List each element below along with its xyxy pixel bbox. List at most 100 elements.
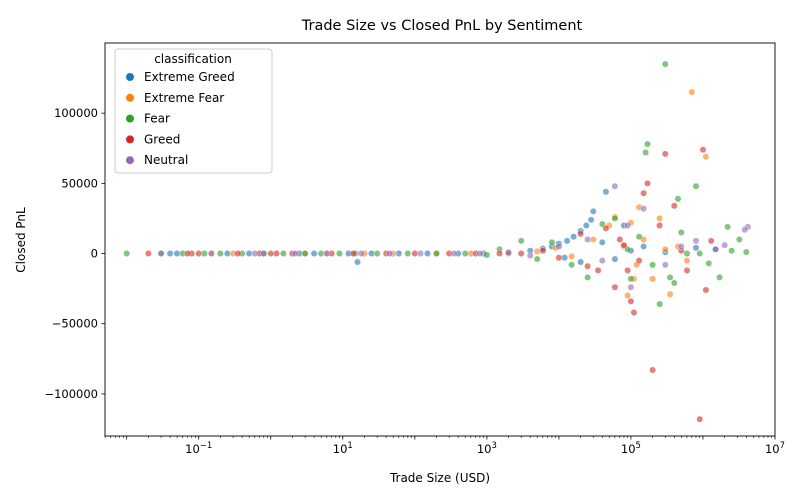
data-point: [200, 250, 208, 257]
data-point: [577, 258, 585, 266]
data-point: [712, 245, 720, 253]
data-point: [195, 250, 203, 257]
data-point: [584, 273, 592, 281]
data-point: [677, 243, 685, 250]
data-point: [395, 250, 403, 257]
data-point: [699, 146, 707, 154]
y-tick-label: 50000: [61, 176, 98, 190]
data-point: [721, 241, 729, 249]
data-point: [411, 250, 419, 257]
data-point: [216, 250, 224, 257]
data-point: [589, 207, 597, 215]
data-point: [589, 236, 597, 243]
y-tick-label: 100000: [54, 106, 98, 120]
x-axis-ticks: 10−1 101 103 105 107: [104, 436, 785, 456]
data-point: [568, 252, 576, 260]
data-point: [624, 266, 632, 274]
data-point: [649, 261, 657, 269]
data-point: [707, 237, 715, 245]
data-point: [184, 250, 192, 257]
data-point: [526, 252, 534, 260]
data-point: [123, 250, 131, 257]
data-point: [577, 230, 585, 238]
legend-label: Neutral: [144, 153, 188, 167]
data-point: [661, 245, 669, 253]
data-point: [620, 241, 628, 249]
data-point: [373, 250, 381, 257]
y-tick-label: −50000: [52, 317, 98, 331]
data-point: [627, 283, 635, 291]
data-point: [563, 237, 571, 245]
data-point: [144, 250, 152, 257]
data-point: [587, 216, 595, 224]
x-tick-label: 107: [765, 441, 785, 456]
series-neutral: [157, 182, 752, 291]
data-point: [476, 250, 484, 257]
data-point: [417, 250, 424, 257]
data-point: [624, 222, 632, 229]
data-point: [692, 237, 700, 245]
data-point: [368, 250, 375, 257]
data-point: [323, 250, 331, 257]
legend-marker: [126, 135, 134, 144]
data-point: [702, 286, 710, 294]
data-point: [234, 250, 242, 257]
data-point: [157, 250, 165, 257]
y-tick-label: 0: [91, 247, 98, 261]
data-point: [245, 250, 253, 257]
data-point: [661, 150, 669, 158]
legend-label: Fear: [144, 112, 170, 126]
data-points: [123, 60, 752, 423]
data-point: [692, 182, 700, 190]
data-point: [505, 249, 512, 257]
data-point: [674, 195, 682, 203]
data-point: [424, 250, 431, 257]
data-point: [548, 238, 556, 246]
data-point: [291, 250, 299, 257]
x-tick-label: 103: [477, 441, 497, 456]
data-point: [724, 223, 732, 231]
data-point: [705, 259, 713, 267]
data-point: [627, 297, 635, 305]
data-point: [207, 250, 215, 257]
data-point: [683, 266, 691, 274]
data-point: [354, 258, 361, 266]
data-point: [611, 255, 619, 263]
data-point: [173, 250, 181, 257]
data-point: [644, 179, 651, 187]
data-point: [696, 415, 704, 423]
plot-border: [104, 42, 776, 437]
legend-title: classification: [154, 52, 232, 66]
legend-label: Extreme Greed: [144, 70, 235, 84]
data-point: [688, 88, 696, 96]
data-point: [692, 244, 700, 252]
x-tick-label: 105: [621, 441, 641, 456]
data-point: [450, 250, 458, 257]
data-point: [670, 202, 678, 210]
data-point: [735, 236, 743, 243]
data-point: [635, 257, 643, 265]
y-axis-label: Closed PnL: [14, 207, 28, 273]
data-point: [602, 188, 610, 196]
data-point: [251, 250, 259, 257]
legend-box: [114, 48, 273, 174]
data-point: [533, 247, 541, 255]
data-point: [666, 273, 674, 281]
data-point: [582, 222, 590, 229]
data-point: [166, 250, 174, 257]
data-point: [656, 222, 664, 229]
legend-items: Extreme Greed Extreme Fear Fear Greed Neutra…: [126, 70, 235, 167]
legend: classification Extreme Greed Extreme Fear…: [114, 48, 273, 174]
legend-marker: [126, 73, 134, 81]
data-point: [404, 250, 412, 257]
data-point: [517, 237, 525, 245]
data-point: [611, 283, 619, 291]
data-point: [630, 309, 638, 316]
data-point: [584, 236, 592, 243]
x-axis-label: Trade Size (USD): [389, 471, 490, 485]
data-point: [310, 250, 318, 257]
data-point: [267, 250, 275, 257]
data-point: [496, 250, 503, 257]
x-tick-label: 101: [333, 441, 353, 456]
